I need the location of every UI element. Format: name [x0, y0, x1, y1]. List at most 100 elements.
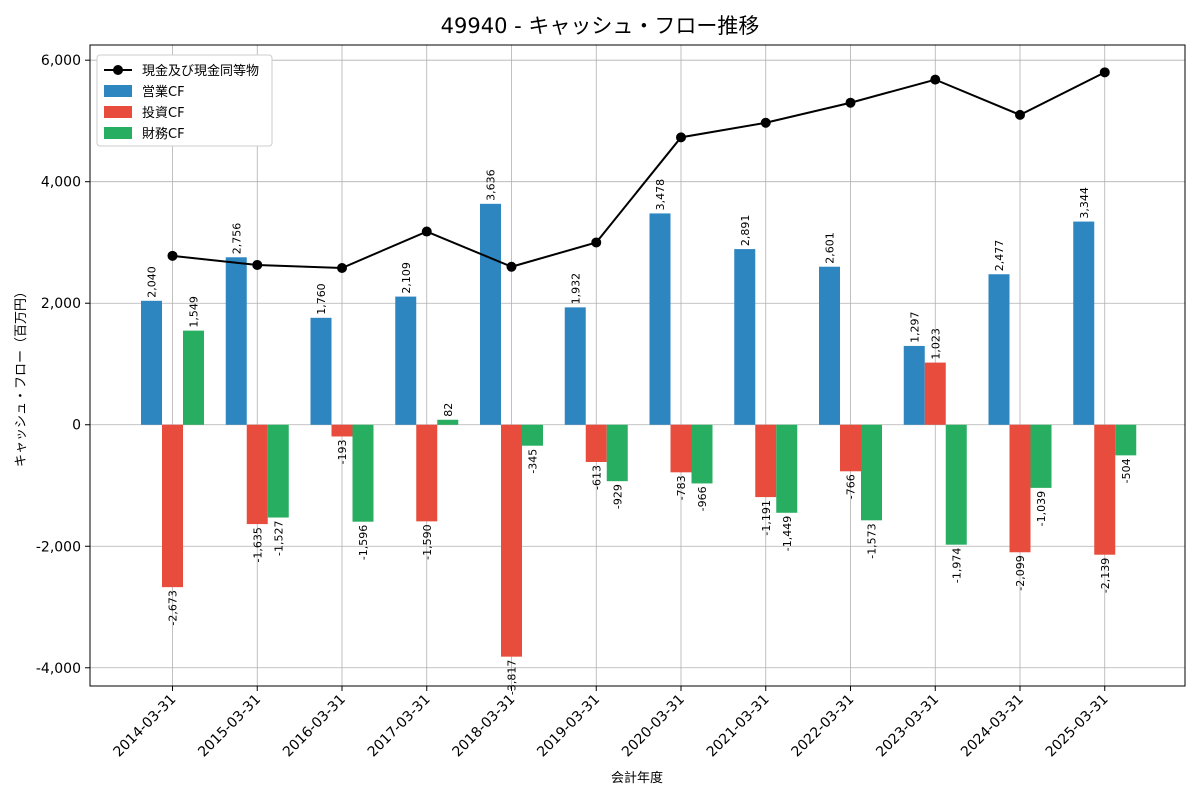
data-label: -1,573: [866, 523, 879, 558]
data-label: 3,478: [654, 179, 667, 211]
bar-1-9: [924, 362, 946, 425]
bar-2-2: [352, 424, 374, 522]
data-label: 2,477: [993, 240, 1006, 272]
data-label: -345: [527, 449, 540, 474]
bar-2-6: [691, 424, 713, 484]
cash-line-point: [167, 250, 178, 261]
bar-2-0: [183, 330, 204, 425]
x-tick-label: 2019-03-31: [534, 692, 603, 761]
x-tick-label: 2020-03-31: [619, 692, 688, 761]
x-tick-label: 2017-03-31: [365, 692, 434, 761]
data-label: 3,636: [485, 169, 498, 201]
data-label: -504: [1120, 458, 1133, 483]
data-label: 2,756: [230, 223, 243, 255]
bar-0-7: [734, 249, 756, 425]
data-label: -1,449: [781, 516, 794, 551]
bars: [141, 203, 1137, 657]
bar-1-8: [840, 424, 861, 472]
data-label: 1,297: [908, 311, 921, 343]
bar-0-10: [988, 274, 1010, 425]
data-label: 2,601: [824, 232, 837, 264]
data-label: -966: [696, 486, 709, 511]
bar-0-2: [310, 317, 332, 425]
bar-0-9: [903, 345, 925, 425]
data-label: -1,974: [950, 548, 963, 583]
bar-0-4: [480, 203, 501, 425]
bar-0-11: [1073, 221, 1095, 425]
cash-line-path: [172, 71, 1106, 269]
y-tick-label: 2,000: [41, 296, 81, 312]
data-label: 3,344: [1078, 187, 1091, 219]
bar-0-3: [395, 296, 417, 425]
y-tick-label: 6,000: [41, 53, 81, 69]
x-tick-label: 2021-03-31: [704, 692, 773, 761]
cash-line-point: [676, 132, 686, 143]
data-label: 82: [442, 403, 455, 417]
y-axis-label: キャッシュ・フロー（百万円）: [14, 285, 29, 467]
data-label: -1,635: [251, 527, 264, 562]
bar-1-3: [416, 424, 438, 522]
legend-label: 財務CF: [142, 127, 185, 142]
data-label: -766: [845, 474, 858, 499]
data-label: -2,139: [1099, 558, 1112, 593]
cash-line: [167, 67, 1110, 273]
legend-label: 営業CF: [142, 84, 185, 100]
data-label: 2,040: [146, 266, 159, 298]
data-label: -2,099: [1014, 555, 1027, 590]
cash-line-point: [845, 97, 856, 108]
bar-1-0: [162, 424, 183, 588]
bar-2-7: [776, 424, 798, 513]
cash-line-point: [1099, 67, 1110, 78]
bar-1-11: [1094, 424, 1116, 555]
data-label: 1,760: [315, 283, 328, 315]
data-label: 1,932: [569, 273, 582, 305]
bar-0-0: [141, 300, 162, 425]
legend-color-swatch: [104, 127, 132, 139]
bar-0-8: [819, 266, 840, 425]
bar-1-2: [331, 424, 353, 437]
data-label: 2,109: [400, 262, 413, 294]
x-tick-label: 2018-03-31: [449, 692, 518, 761]
plot-frame: [89, 44, 1186, 687]
x-tick-label: 2023-03-31: [873, 692, 942, 761]
bar-1-10: [1009, 424, 1031, 553]
x-tick-label: 2024-03-31: [958, 692, 1027, 761]
bar-2-3: [437, 419, 459, 425]
bar-1-5: [585, 424, 607, 462]
x-tick-label: 2016-03-31: [280, 692, 349, 761]
data-label: 1,549: [188, 296, 201, 328]
x-tick-label: 2022-03-31: [788, 692, 857, 761]
cash-line-point: [1015, 109, 1025, 120]
bar-2-8: [861, 424, 882, 521]
data-label: 1,023: [929, 328, 942, 360]
bar-0-5: [564, 307, 586, 425]
y-axis-ticks: -4,000 -2,000 0 2,000 4,000 6,000: [36, 53, 90, 677]
bar-2-11: [1115, 424, 1137, 456]
y-tick-label: -4,000: [36, 661, 81, 677]
x-tick-label: 2015-03-31: [195, 692, 264, 761]
x-tick-label: 2025-03-31: [1043, 692, 1112, 761]
data-label: -613: [590, 465, 603, 490]
cash-line-point: [506, 261, 517, 272]
y-tick-label: 4,000: [41, 175, 81, 191]
bar-2-9: [945, 424, 967, 545]
legend-label: 現金及び現金同等物: [142, 63, 259, 79]
data-label: -1,191: [760, 500, 773, 535]
legend-frame: [96, 54, 273, 147]
bar-2-4: [522, 424, 543, 446]
data-label: -1,590: [421, 524, 434, 559]
bar-2-5: [606, 424, 628, 482]
data-label: -193: [336, 439, 349, 464]
data-label: -929: [611, 484, 624, 509]
cash-line-point: [930, 74, 941, 85]
cash-line-point: [760, 117, 771, 128]
data-labels: 2,040 2,756 1,760 2,109 3,636 1,932 3,478 2,891…: [146, 169, 1133, 695]
chart-title: 49940 - キャッシュ・フロー推移: [441, 14, 760, 38]
data-label: -1,527: [272, 521, 285, 556]
bar-1-4: [501, 424, 522, 657]
legend-marker: [113, 65, 123, 75]
cash-line-point: [337, 262, 347, 273]
data-label: -783: [675, 475, 688, 500]
